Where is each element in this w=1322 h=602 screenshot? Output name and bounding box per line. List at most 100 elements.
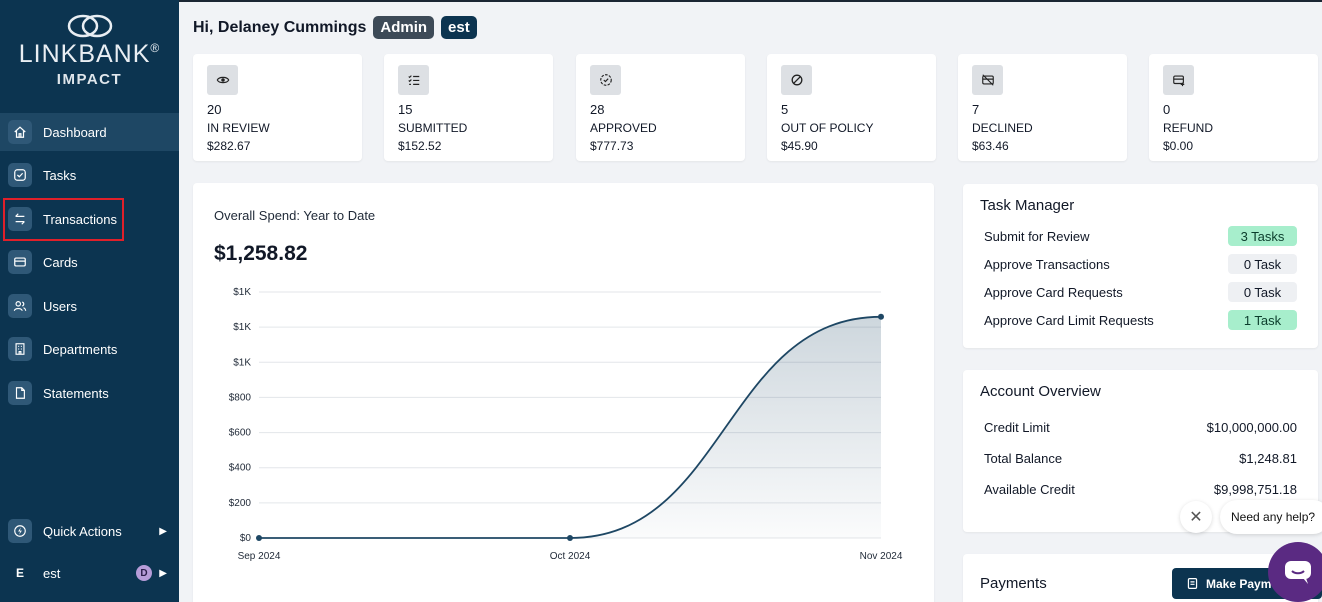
stat-label: SUBMITTED xyxy=(398,121,468,135)
chart-data-point[interactable] xyxy=(567,535,573,541)
account-overview-panel: Account Overview Credit Limit $10,000,00… xyxy=(963,370,1318,532)
chart-series-line xyxy=(259,315,882,539)
stat-label: DECLINED xyxy=(972,121,1033,135)
card-icon xyxy=(8,250,32,274)
sidebar: LINKBANK® IMPACT Dashboard Tasks Transac… xyxy=(0,0,179,602)
y-tick-label: $400 xyxy=(229,463,252,474)
sidebar-item-label: Transactions xyxy=(43,211,117,227)
sidebar-item-label: Statements xyxy=(43,385,109,401)
caret-right-icon: ▶ xyxy=(159,567,167,579)
caret-right-icon: ▶ xyxy=(159,525,167,537)
stat-card-declined[interactable]: 7 DECLINED $63.46 xyxy=(958,54,1127,161)
task-row[interactable]: Approve Card Requests 0 Task xyxy=(984,281,1297,303)
task-row[interactable]: Approve Card Limit Requests 1 Task xyxy=(984,309,1297,331)
users-icon xyxy=(8,294,32,318)
document-icon xyxy=(8,381,32,405)
task-row[interactable]: Approve Transactions 0 Task xyxy=(984,253,1297,275)
quick-actions-menu[interactable]: Quick Actions ▶ xyxy=(0,512,179,550)
chart-area-fill xyxy=(259,316,881,538)
sidebar-item-cards[interactable]: Cards xyxy=(0,243,179,281)
stat-amount: $152.52 xyxy=(398,139,442,153)
sidebar-item-label: Dashboard xyxy=(43,124,107,140)
task-manager-panel: Task Manager Submit for Review 3 Tasks A… xyxy=(963,184,1318,348)
x-tick-label: Sep 2024 xyxy=(238,551,281,562)
stat-count: 0 xyxy=(1163,102,1171,117)
linked-rings-icon xyxy=(67,14,112,38)
user-name: est xyxy=(43,565,61,581)
sidebar-item-label: Departments xyxy=(43,341,118,357)
user-initial: E xyxy=(15,566,24,580)
card-plus-icon xyxy=(1163,65,1194,95)
list-check-icon xyxy=(398,65,429,95)
task-label: Approve Transactions xyxy=(984,256,1110,272)
stat-count: 15 xyxy=(398,102,413,117)
stat-amount: $63.46 xyxy=(972,139,1009,153)
org-badge: est xyxy=(441,16,477,39)
help-close-button[interactable]: ✕ xyxy=(1180,501,1212,533)
y-tick-label: $800 xyxy=(229,392,252,403)
sidebar-item-label: Cards xyxy=(43,254,78,270)
sidebar-item-dashboard[interactable]: Dashboard xyxy=(0,113,179,151)
brand-subtitle: IMPACT xyxy=(56,71,123,88)
eye-icon xyxy=(207,65,238,95)
chart-data-point[interactable] xyxy=(256,535,262,541)
y-tick-label: $1K xyxy=(233,287,251,298)
stat-count: 28 xyxy=(590,102,605,117)
chat-launcher-button[interactable] xyxy=(1268,542,1322,602)
task-label: Approve Card Limit Requests xyxy=(984,312,1154,328)
y-tick-label: $1K xyxy=(233,357,251,368)
user-menu[interactable]: E est D ▶ xyxy=(0,555,179,591)
brand-name: LINKBANK® xyxy=(18,40,161,68)
sidebar-item-tasks[interactable]: Tasks xyxy=(0,156,179,194)
stat-amount: $777.73 xyxy=(590,139,634,153)
help-bubble[interactable]: Need any help? xyxy=(1220,500,1322,534)
stat-amount: $282.67 xyxy=(207,139,251,153)
sidebar-item-departments[interactable]: Departments xyxy=(0,330,179,368)
y-tick-label: $600 xyxy=(229,428,252,439)
account-label: Total Balance xyxy=(984,451,1063,466)
task-label: Approve Card Requests xyxy=(984,284,1123,300)
stat-card-in-review[interactable]: 20 IN REVIEW $282.67 xyxy=(193,54,362,161)
account-value: $10,000,000.00 xyxy=(1206,420,1297,435)
highlight-outline xyxy=(3,198,124,241)
stat-card-approved[interactable]: 28 APPROVED $777.73 xyxy=(576,54,745,161)
stat-card-out-of-policy[interactable]: 5 OUT OF POLICY $45.90 xyxy=(767,54,936,161)
chart-data-point[interactable] xyxy=(878,313,884,320)
y-tick-label: $0 xyxy=(240,533,252,544)
x-tick-label: Oct 2024 xyxy=(550,551,591,562)
check-circle-icon xyxy=(8,163,32,187)
spend-chart-card: Overall Spend: Year to Date $1,258.82 $0… xyxy=(193,183,934,602)
sidebar-item-transactions[interactable]: Transactions xyxy=(0,200,179,238)
quick-actions-label: Quick Actions xyxy=(43,523,122,539)
account-label: Credit Limit xyxy=(984,420,1050,435)
task-count-badge: 3 Tasks xyxy=(1228,226,1297,246)
payments-title: Payments xyxy=(980,575,1047,592)
account-row: Available Credit $9,998,751.18 xyxy=(984,482,1297,497)
brand-logo[interactable]: LINKBANK® IMPACT xyxy=(0,14,179,88)
stat-label: APPROVED xyxy=(590,121,657,135)
stat-amount: $45.90 xyxy=(781,139,818,153)
account-overview-title: Account Overview xyxy=(980,383,1101,400)
stat-card-refund[interactable]: 0 REFUND $0.00 xyxy=(1149,54,1318,161)
account-value: $1,248.81 xyxy=(1239,451,1297,466)
sidebar-item-label: Users xyxy=(43,298,77,314)
stat-count: 5 xyxy=(781,102,789,117)
task-label: Submit for Review xyxy=(984,228,1090,244)
stat-card-submitted[interactable]: 15 SUBMITTED $152.52 xyxy=(384,54,553,161)
building-icon xyxy=(8,337,32,361)
task-row[interactable]: Submit for Review 3 Tasks xyxy=(984,225,1297,247)
sidebar-item-statements[interactable]: Statements xyxy=(0,374,179,412)
y-tick-label: $1K xyxy=(233,322,251,333)
account-value: $9,998,751.18 xyxy=(1213,482,1297,497)
window-top-border xyxy=(0,0,1322,2)
help-text: Need any help? xyxy=(1231,510,1316,524)
chart-total: $1,258.82 xyxy=(214,242,308,265)
arrows-swap-icon xyxy=(8,207,32,231)
stat-amount: $0.00 xyxy=(1163,139,1194,153)
ban-icon xyxy=(781,65,812,95)
sidebar-item-users[interactable]: Users xyxy=(0,287,179,325)
stat-count: 7 xyxy=(972,102,980,117)
bolt-icon xyxy=(8,519,32,543)
card-off-icon xyxy=(972,65,1003,95)
chart-title: Overall Spend: Year to Date xyxy=(214,208,376,223)
